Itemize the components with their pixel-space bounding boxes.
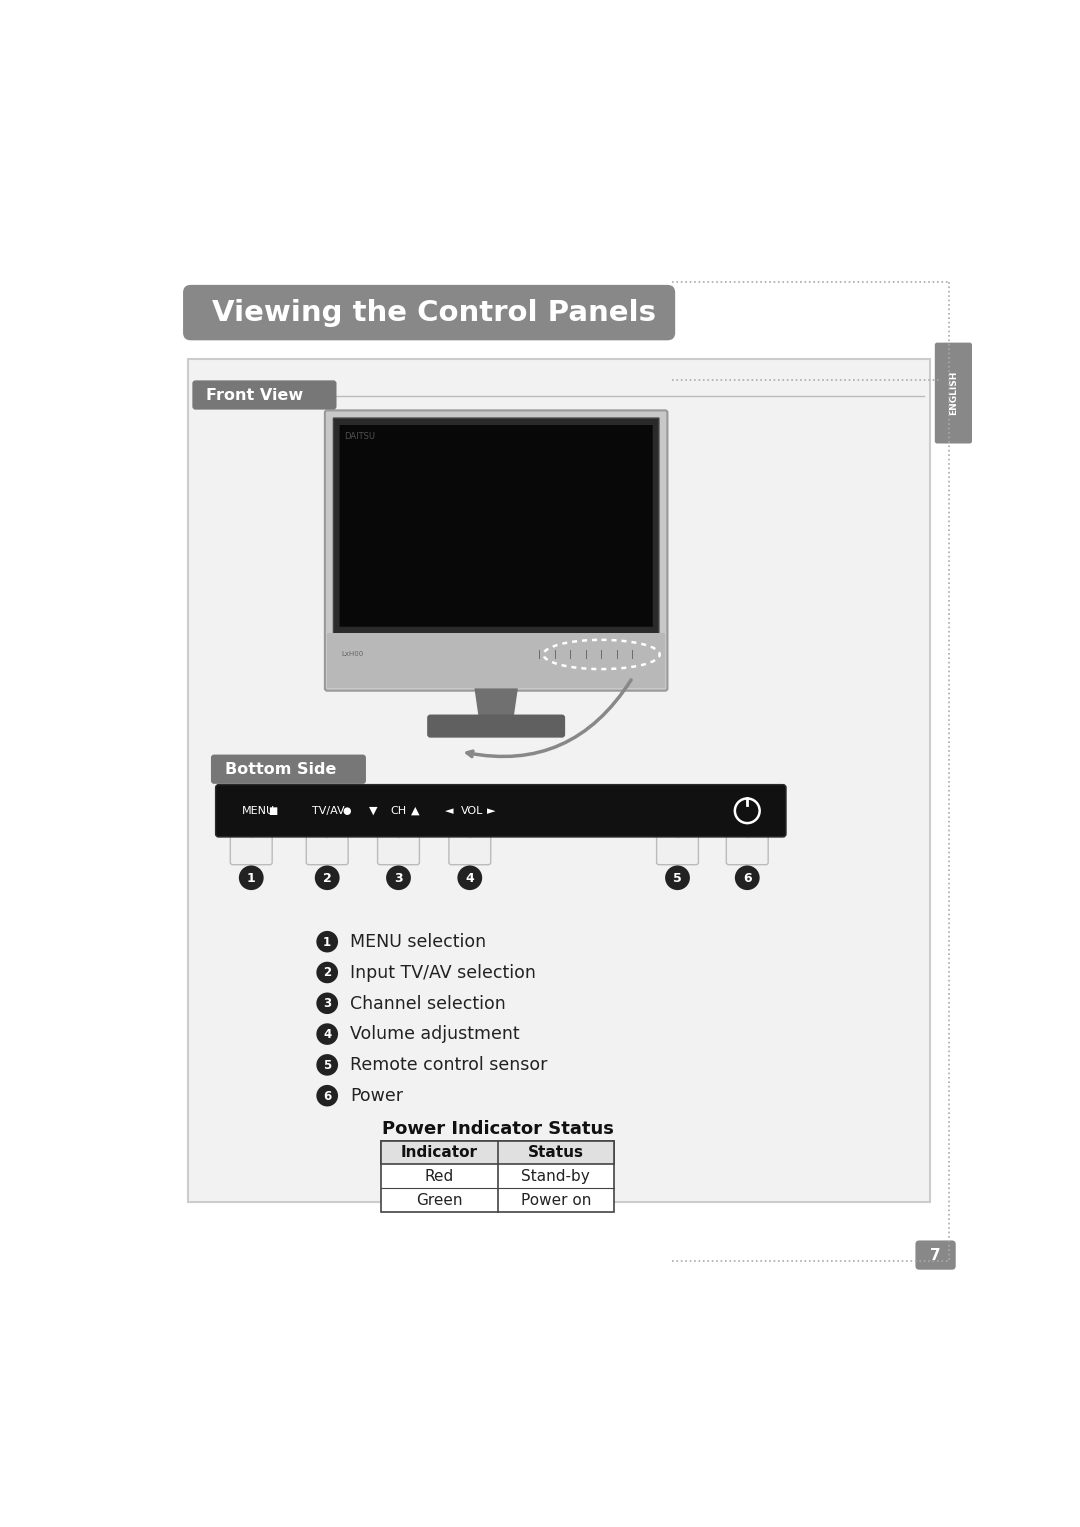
FancyBboxPatch shape <box>307 834 348 864</box>
FancyBboxPatch shape <box>183 286 675 341</box>
Text: Remote control sensor: Remote control sensor <box>350 1057 548 1075</box>
FancyBboxPatch shape <box>339 425 652 626</box>
Text: |: | <box>554 651 556 660</box>
Text: 4: 4 <box>465 872 474 884</box>
Text: Channel selection: Channel selection <box>350 994 507 1012</box>
Text: 4: 4 <box>323 1028 332 1041</box>
Text: Power Indicator Status: Power Indicator Status <box>381 1119 613 1138</box>
Text: Power on: Power on <box>521 1193 591 1208</box>
Text: |: | <box>631 651 634 660</box>
Text: Indicator: Indicator <box>401 1145 478 1161</box>
Polygon shape <box>474 689 517 721</box>
FancyBboxPatch shape <box>428 715 565 738</box>
Bar <box>381 1141 613 1212</box>
Text: |: | <box>600 651 603 660</box>
Circle shape <box>316 1084 338 1107</box>
FancyBboxPatch shape <box>216 785 786 837</box>
Text: VOL: VOL <box>460 806 483 815</box>
Circle shape <box>316 1054 338 1075</box>
Text: ◄: ◄ <box>445 806 454 815</box>
Text: Status: Status <box>528 1145 584 1161</box>
Text: ●: ● <box>342 806 351 815</box>
Text: Red: Red <box>424 1168 455 1183</box>
FancyBboxPatch shape <box>327 632 665 689</box>
Text: 2: 2 <box>323 967 332 979</box>
Circle shape <box>734 866 759 890</box>
Circle shape <box>316 962 338 983</box>
Text: Viewing the Control Panels: Viewing the Control Panels <box>213 299 657 327</box>
Text: MENU: MENU <box>242 806 275 815</box>
Text: Volume adjustment: Volume adjustment <box>350 1026 521 1043</box>
Text: TV/AV: TV/AV <box>312 806 345 815</box>
Text: LxH00: LxH00 <box>341 651 363 657</box>
Text: ▲: ▲ <box>410 806 419 815</box>
Circle shape <box>316 931 338 953</box>
Text: Input TV/AV selection: Input TV/AV selection <box>350 964 537 982</box>
Text: MENU selection: MENU selection <box>350 933 487 951</box>
FancyBboxPatch shape <box>935 342 972 443</box>
Text: 7: 7 <box>930 1248 941 1263</box>
FancyBboxPatch shape <box>378 834 419 864</box>
FancyBboxPatch shape <box>727 834 768 864</box>
FancyBboxPatch shape <box>449 834 490 864</box>
Text: |: | <box>538 651 541 660</box>
Text: Power: Power <box>350 1087 404 1106</box>
Text: 6: 6 <box>323 1090 332 1102</box>
Text: 3: 3 <box>394 872 403 884</box>
Circle shape <box>316 993 338 1014</box>
Text: 2: 2 <box>323 872 332 884</box>
FancyBboxPatch shape <box>916 1240 956 1270</box>
Circle shape <box>665 866 690 890</box>
FancyBboxPatch shape <box>188 359 930 1202</box>
Text: 5: 5 <box>323 1058 332 1072</box>
FancyBboxPatch shape <box>657 834 699 864</box>
Text: 5: 5 <box>673 872 681 884</box>
Text: |: | <box>584 651 588 660</box>
Circle shape <box>314 866 339 890</box>
Text: ▼: ▼ <box>369 806 378 815</box>
Text: Green: Green <box>416 1193 463 1208</box>
FancyBboxPatch shape <box>230 834 272 864</box>
Text: Bottom Side: Bottom Side <box>225 762 336 777</box>
Text: Stand-by: Stand-by <box>522 1168 590 1183</box>
Circle shape <box>239 866 264 890</box>
Text: 1: 1 <box>247 872 256 884</box>
Circle shape <box>458 866 482 890</box>
Text: 1: 1 <box>323 936 332 948</box>
Text: Front View: Front View <box>206 388 303 403</box>
FancyBboxPatch shape <box>325 411 667 690</box>
Circle shape <box>316 1023 338 1044</box>
Text: ENGLISH: ENGLISH <box>949 371 958 415</box>
Bar <box>381 1141 613 1164</box>
Text: |: | <box>616 651 619 660</box>
Text: ■: ■ <box>268 806 278 815</box>
Circle shape <box>387 866 410 890</box>
FancyBboxPatch shape <box>334 418 659 634</box>
Text: DAITSU: DAITSU <box>345 432 375 441</box>
FancyBboxPatch shape <box>192 380 337 409</box>
Text: 6: 6 <box>743 872 752 884</box>
Text: |: | <box>569 651 572 660</box>
Text: CH: CH <box>391 806 407 815</box>
FancyBboxPatch shape <box>211 754 366 783</box>
Text: 3: 3 <box>323 997 332 1011</box>
Text: ►: ► <box>487 806 496 815</box>
